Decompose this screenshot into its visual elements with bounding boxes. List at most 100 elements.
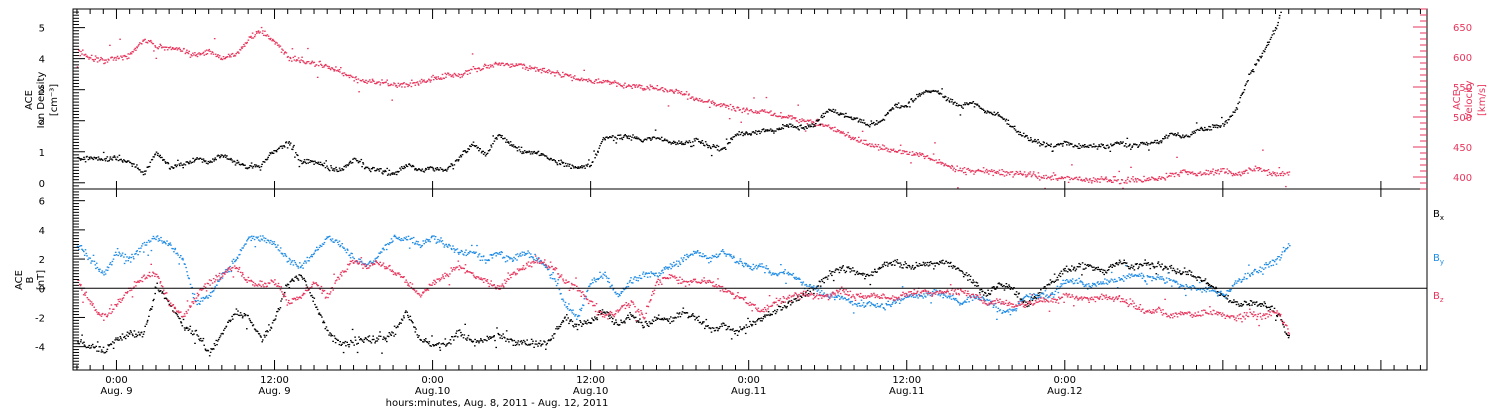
bx-series-point — [871, 274, 874, 277]
bx-series-point — [720, 323, 723, 325]
density-series-point — [872, 122, 874, 125]
bx-series-point — [407, 314, 409, 317]
bx-series-point — [334, 342, 337, 344]
by-series-point — [161, 242, 164, 244]
density-series-point — [945, 99, 948, 102]
density-series-point — [392, 173, 394, 175]
density-series-point — [241, 163, 244, 165]
velocity-series-point — [882, 148, 884, 151]
bx-series-point — [525, 344, 528, 346]
velocity-series-point — [1018, 173, 1021, 175]
velocity-series-point — [582, 78, 585, 80]
bx-series-point — [213, 343, 216, 345]
bx-series-point — [255, 330, 257, 332]
by-series-point — [243, 245, 245, 247]
velocity-series-point — [333, 70, 335, 72]
bx-series-point — [918, 265, 920, 267]
bx-series-point — [400, 318, 403, 320]
density-series-point — [254, 166, 257, 168]
density-series-point — [967, 103, 969, 106]
bx-series-point — [663, 317, 666, 319]
by-series-point — [751, 269, 754, 271]
velocity-series-point — [81, 53, 83, 55]
density-series-point — [1225, 120, 1227, 122]
bx-series-point — [103, 352, 106, 354]
by-series-point — [431, 235, 434, 237]
velocity-series-point — [887, 148, 890, 150]
velocity-series-point — [789, 115, 792, 117]
velocity-series-point — [722, 103, 725, 105]
velocity-series-point — [155, 57, 158, 59]
bx-series-point — [480, 338, 482, 340]
density-series-point — [777, 129, 780, 131]
velocity-series-point — [496, 63, 498, 65]
density-series-point — [888, 110, 891, 112]
velocity-series-point — [414, 82, 416, 84]
velocity-series-point — [1209, 170, 1212, 172]
velocity-series-point — [457, 73, 460, 75]
bx-series-point — [445, 344, 448, 346]
bx-series-point — [597, 314, 600, 316]
by-series-point — [400, 239, 402, 242]
velocity-series-point — [709, 106, 711, 108]
by-series-point — [732, 255, 735, 257]
density-series-point — [860, 119, 863, 121]
density-series-point — [767, 130, 769, 132]
density-series-point — [1027, 137, 1029, 139]
velocity-series-point — [226, 56, 229, 58]
density-series-point — [139, 169, 141, 171]
by-series-point — [393, 235, 395, 238]
bx-series-point — [135, 336, 138, 338]
density-series-point — [529, 153, 532, 155]
velocity-series-point — [623, 84, 625, 86]
density-series-point — [1226, 122, 1228, 124]
velocity-series-point — [387, 85, 390, 87]
density-series-point — [919, 95, 921, 97]
by-series-point — [544, 266, 547, 268]
density-series-point — [429, 166, 432, 168]
density-series-point — [1013, 128, 1016, 130]
velocity-series-point — [725, 104, 728, 107]
density-series-point — [1127, 145, 1130, 147]
density-series-point — [971, 102, 974, 104]
density-series-point — [1078, 143, 1080, 145]
density-series-point — [269, 152, 271, 154]
density-series-point — [144, 173, 146, 175]
bx-series-point — [765, 314, 768, 316]
velocity-series-point — [788, 116, 791, 118]
velocity-series-point — [426, 80, 429, 82]
density-series-point — [362, 162, 364, 164]
density-series-point — [492, 143, 494, 145]
by-series-point — [489, 254, 492, 256]
velocity-series-point — [100, 56, 102, 59]
bx-series-point — [301, 276, 303, 278]
velocity-series-point — [139, 42, 141, 44]
bx-series-point — [275, 315, 277, 317]
velocity-series-point — [142, 40, 144, 42]
velocity-series-point — [556, 70, 559, 72]
density-series-point — [1079, 144, 1082, 147]
velocity-series-point — [801, 118, 803, 120]
bx-series-point — [251, 325, 254, 327]
velocity-series-point — [356, 82, 359, 84]
velocity-series-point — [205, 49, 208, 51]
density-series-point — [1001, 116, 1003, 118]
bx-series-point — [1153, 267, 1156, 269]
density-series-point — [681, 143, 683, 146]
density-series-point — [123, 159, 125, 161]
by-series-point — [391, 241, 393, 243]
bx-series-point — [701, 322, 704, 324]
velocity-series-point — [639, 84, 641, 86]
density-series-point — [637, 137, 640, 139]
velocity-series-point — [1195, 174, 1198, 176]
bx-series-point — [1218, 294, 1220, 296]
bx-series-point — [153, 298, 155, 301]
velocity-series-point — [866, 143, 868, 145]
density-series-point — [233, 160, 236, 163]
velocity-series-point — [316, 76, 319, 78]
velocity-series-point — [130, 52, 132, 54]
density-series-point — [630, 139, 633, 141]
density-series-point — [189, 160, 191, 162]
bx-series-point — [809, 290, 811, 293]
by-series-point — [375, 257, 378, 259]
